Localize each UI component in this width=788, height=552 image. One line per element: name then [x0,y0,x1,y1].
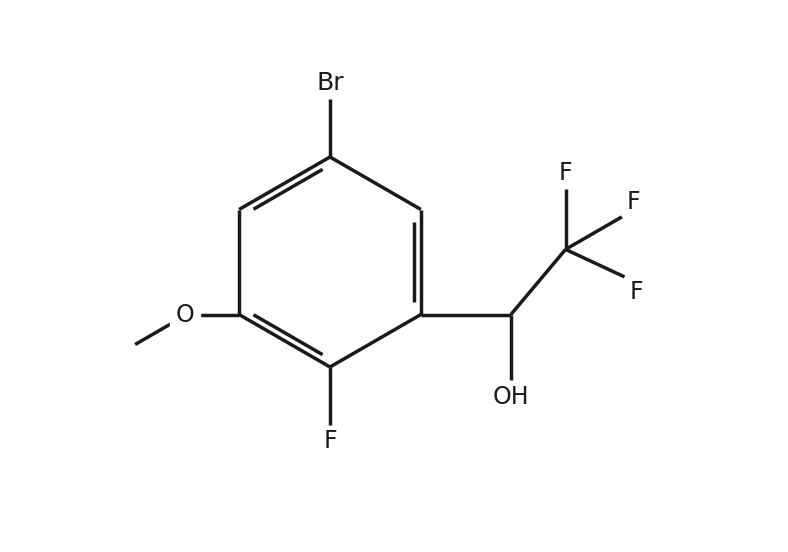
Text: F: F [627,190,641,214]
Text: F: F [559,161,572,185]
Text: Br: Br [316,71,344,95]
Text: O: O [176,302,195,326]
Text: F: F [323,429,336,453]
Text: OH: OH [492,385,530,408]
Text: F: F [630,280,643,304]
